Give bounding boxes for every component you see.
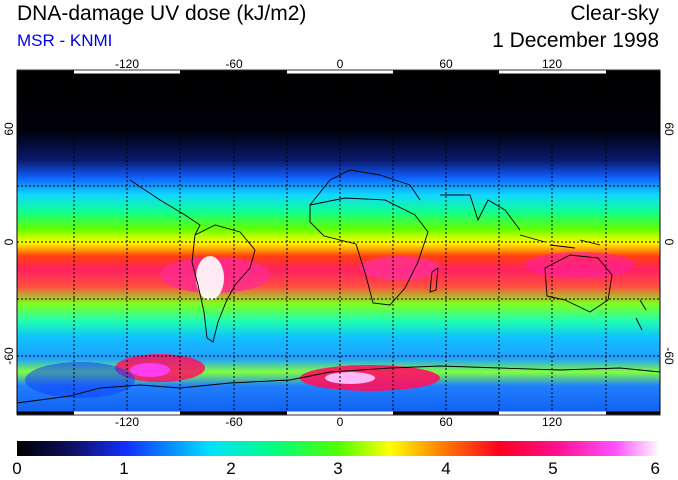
colorbar-label: 2 [226,459,235,478]
lon-labels-top: -120 -60 0 60 120 [115,57,562,71]
colorbar-label: 3 [333,459,342,478]
colorbar-label: 0 [12,459,21,478]
graticule [17,72,660,413]
coastlines [17,169,660,404]
lat-label: -60 [662,347,676,365]
colorbar: 0 1 2 3 4 5 6 [12,441,660,478]
lon-label: 0 [337,415,344,429]
colorbar-label: 1 [119,459,128,478]
map-title: DNA-damage UV dose (kJ/m2) [17,2,307,25]
colorbar-gradient [17,441,660,456]
lat-label: 60 [2,122,16,136]
lon-label: -60 [225,57,243,71]
lat-label: -60 [2,347,16,365]
colorbar-label: 4 [441,459,450,478]
map-frame [16,69,661,416]
sky-condition: Clear-sky [570,2,659,25]
colorbar-label: 6 [651,459,660,478]
lon-label: -60 [225,415,243,429]
lat-label: 0 [662,239,676,246]
lon-label: 0 [337,57,344,71]
lon-labels-bottom: -120 -60 0 60 120 [115,415,562,429]
lon-label: 60 [439,57,453,71]
lat-label: 0 [2,238,16,245]
source-label: MSR - KNMI [17,31,113,50]
colorbar-label: 5 [548,459,557,478]
lat-labels-left: 60 0 -60 [2,122,16,365]
lon-label: 120 [542,57,562,71]
lat-label: 60 [662,122,676,136]
lon-label: 60 [439,415,453,429]
map-date: 1 December 1998 [492,29,659,52]
lon-label: -120 [115,57,139,71]
lon-label: 120 [542,415,562,429]
lon-label: -120 [115,415,139,429]
lat-labels-right: 60 0 -60 [662,122,676,365]
